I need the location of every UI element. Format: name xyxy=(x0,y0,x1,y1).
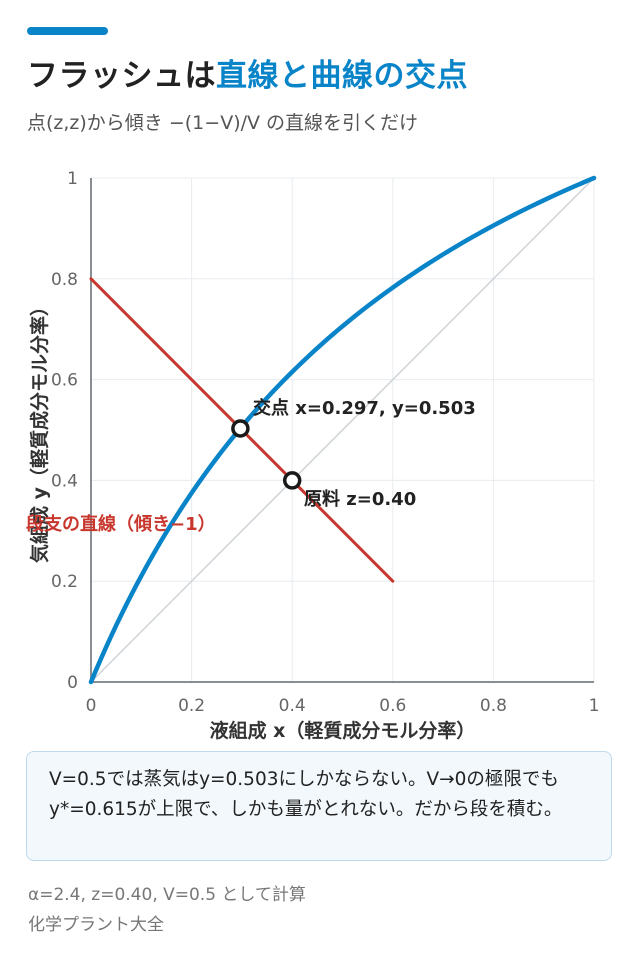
footnote: α=2.4, z=0.40, V=0.5 として計算 xyxy=(28,885,306,905)
x-tick-label: 0.2 xyxy=(178,696,205,716)
y-tick-label: 0.8 xyxy=(51,270,78,290)
chart-grid xyxy=(90,177,595,683)
y-tick-label: 0 xyxy=(67,673,78,693)
y-tick-label: 0.6 xyxy=(51,371,78,391)
accent-bar xyxy=(27,27,108,35)
title-part-plain: フラッシュは xyxy=(27,58,216,94)
y-axis-title: 気組成 y（軽質成分モル分率） xyxy=(28,297,51,563)
x-axis-title: 液組成 x（軽質成分モル分率） xyxy=(210,719,476,742)
x-tick-label: 1 xyxy=(589,696,600,716)
operating-line-label: 段支の直線（傾き−1） xyxy=(26,513,216,535)
diagonal-line xyxy=(90,177,595,683)
x-tick-label: 0.6 xyxy=(379,696,406,716)
chart-labels: 液組成 x（軽質成分モル分率） 気組成 y（軽質成分モル分率）段支の直線（傾き−1… xyxy=(26,297,476,742)
feed-point xyxy=(282,471,302,490)
feed-label: 原料 z=0.40 xyxy=(304,488,416,510)
x-tick-label: 0.4 xyxy=(279,696,306,716)
flash-chart: 0 0.2 0.4 0.6 0.8 1 0 0.2 0.4 0.6 0.8 1 液組成 x（軽質成分モ… xyxy=(26,169,599,742)
chart-ticks: 0 0.2 0.4 0.6 0.8 1 0 0.2 0.4 0.6 0.8 1 xyxy=(51,169,599,716)
y-tick-label: 0.4 xyxy=(51,471,78,491)
note-text: V=0.5では蒸気はy=0.503にしかならない。V→0の極限でもy*=0.61… xyxy=(49,769,563,820)
chart-points xyxy=(231,419,302,490)
page-subtitle: 点(z,z)から傾き −(1−V)/V の直線を引くだけ xyxy=(27,112,419,134)
source-credit: 化学プラント大全 xyxy=(28,915,164,935)
intersection-label: 交点 x=0.297, y=0.503 xyxy=(253,397,476,419)
chart-series xyxy=(88,175,597,685)
intersection-point xyxy=(231,419,250,438)
equilibrium-curve xyxy=(88,175,597,685)
x-tick-label: 0.8 xyxy=(480,696,507,716)
y-tick-label: 1 xyxy=(67,169,78,189)
page-title: フラッシュは直線と曲線の交点 xyxy=(27,50,468,95)
title-part-accent: 直線と曲線の交点 xyxy=(216,58,468,94)
x-tick-label: 0 xyxy=(86,696,97,716)
y-tick-label: 0.2 xyxy=(51,572,78,592)
note-box: V=0.5では蒸気はy=0.503にしかならない。V→0の極限でもy*=0.61… xyxy=(26,751,612,861)
